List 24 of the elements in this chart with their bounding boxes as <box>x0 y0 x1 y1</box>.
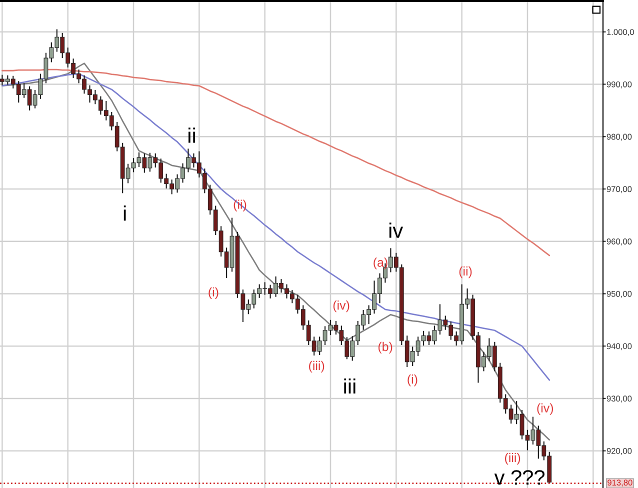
annotation: (iv) <box>333 300 350 312</box>
annotation: iv <box>389 222 404 238</box>
y-tick-label: 950,00 <box>606 290 632 298</box>
annotation: (iii) <box>309 360 324 373</box>
y-tick-label: 1.000,0 <box>607 29 634 36</box>
y-tick-label: 980,00 <box>606 134 632 141</box>
y-tick-label: 960,00 <box>606 238 632 246</box>
annotation: (a) <box>374 258 388 270</box>
annotation: (i) <box>208 287 218 300</box>
annotation: i <box>124 206 126 221</box>
ref-line-label: 913,80 <box>608 480 632 487</box>
annotation: v ??? <box>494 470 544 485</box>
annotation: ii <box>188 128 195 143</box>
annotation: iii <box>344 378 356 394</box>
annotation: (b) <box>378 342 392 354</box>
y-tick-label: 930,00 <box>606 396 632 403</box>
annotation: (iv) <box>537 403 554 415</box>
y-tick-label: 990,00 <box>606 81 632 88</box>
y-tick-label: 970,00 <box>606 186 632 194</box>
annotation: (iii) <box>504 452 520 465</box>
annotation: (i) <box>408 374 418 386</box>
y-tick-label: 940,00 <box>606 343 632 350</box>
annotation: (ii) <box>459 266 472 278</box>
y-tick-label: 920,00 <box>606 448 632 455</box>
